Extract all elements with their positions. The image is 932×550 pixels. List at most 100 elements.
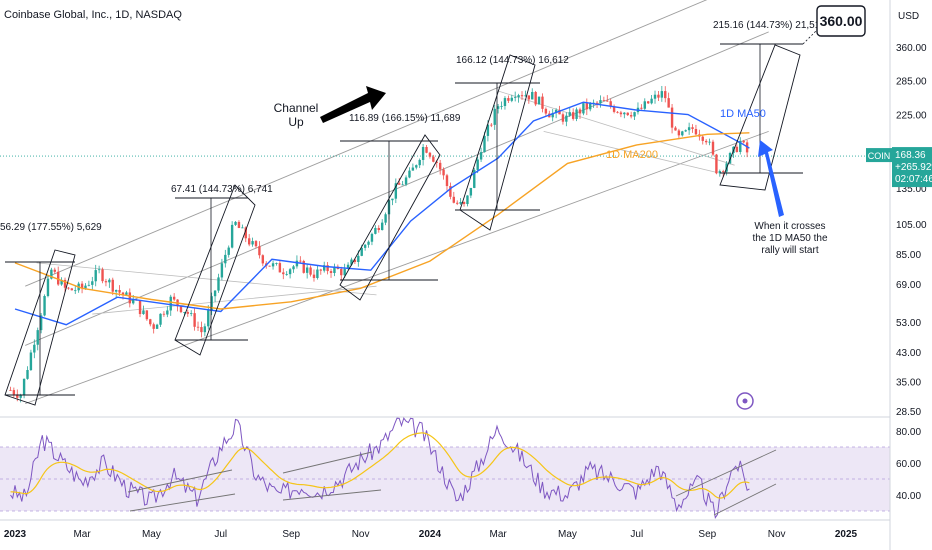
candle-body <box>299 260 302 262</box>
candle-body <box>50 269 53 279</box>
candle-body <box>357 255 360 262</box>
candle-body <box>527 95 531 100</box>
projection-rectangle <box>4 249 76 406</box>
candles <box>9 85 749 403</box>
measure-label: 166.12 (144.73%) 16,612 <box>456 55 569 66</box>
candle-body <box>602 100 606 101</box>
candle-body <box>70 288 74 291</box>
candle-body <box>108 279 111 283</box>
candle-body <box>16 394 19 398</box>
time-tick-label: Jul <box>630 529 643 540</box>
rsi-trendline <box>129 493 236 512</box>
candle-body <box>646 101 650 104</box>
candle-body <box>97 269 101 271</box>
candle-body <box>305 267 309 273</box>
price-badge[interactable] <box>892 147 932 188</box>
candle-body <box>425 146 428 153</box>
candle-body <box>432 156 435 162</box>
candle-body <box>145 310 149 320</box>
ma50-line <box>14 101 750 326</box>
candle-body <box>742 140 745 143</box>
candle-body <box>258 246 261 256</box>
time-tick-label: 2023 <box>4 529 27 540</box>
candle-body <box>606 100 609 102</box>
candle-body <box>278 263 282 273</box>
candle-body <box>398 183 401 185</box>
candle-body <box>500 105 503 107</box>
candle-body <box>56 271 60 285</box>
candle-body <box>435 161 438 163</box>
candle-body <box>554 109 558 114</box>
candle-body <box>94 270 97 282</box>
rsi-line <box>10 417 750 520</box>
candle-body <box>456 202 459 204</box>
projection-rectangle <box>339 134 441 301</box>
rsi-tick-label: 40.00 <box>896 491 921 502</box>
candle-body <box>121 292 125 295</box>
axes: 360.00285.00225.00175.00135.00105.0085.0… <box>4 43 932 540</box>
channel-up-arrow-icon <box>320 86 386 123</box>
price-tick-label: 285.00 <box>896 77 927 88</box>
candle-body <box>19 395 22 398</box>
candle-body <box>309 267 312 275</box>
candle-body <box>715 154 718 174</box>
channel-up-label: Up <box>288 115 304 129</box>
candle-body <box>585 103 589 110</box>
candle-body <box>207 310 210 327</box>
symbol-badge-text: COIN <box>868 151 891 161</box>
candle-body <box>118 290 121 293</box>
candle-body <box>200 327 203 333</box>
candle-body <box>428 152 432 157</box>
candle-body <box>565 115 568 122</box>
candle-body <box>46 278 50 297</box>
candle-body <box>404 177 408 185</box>
candle-body <box>486 124 490 136</box>
candle-body <box>589 103 592 110</box>
candle-body <box>183 312 186 313</box>
candle-body <box>326 265 329 272</box>
candle-body <box>739 140 742 152</box>
candle-body <box>520 95 524 97</box>
candle-body <box>421 146 425 160</box>
inner-channel-line <box>543 130 718 174</box>
candle-body <box>74 290 77 292</box>
candle-body <box>374 227 377 234</box>
candle-body <box>534 91 537 105</box>
candle-body <box>701 136 704 141</box>
candle-body <box>91 281 94 285</box>
candle-body <box>53 269 56 272</box>
candle-body <box>735 146 739 152</box>
candle-body <box>149 319 152 325</box>
candle-body <box>159 313 162 325</box>
rsi-panel <box>10 417 777 520</box>
candle-body <box>26 369 29 379</box>
candle-body <box>261 255 265 264</box>
time-tick-label: Sep <box>282 529 300 540</box>
measure-label: 67.41 (144.73%) 6,741 <box>171 184 273 195</box>
time-tick-label: Jul <box>214 529 227 540</box>
blue-arrow-icon <box>758 140 784 217</box>
candle-body <box>316 269 319 279</box>
rsi-trendline <box>127 469 233 493</box>
candle-body <box>473 169 476 188</box>
rsi-ma-line <box>10 432 750 499</box>
drawings: 56.29 (177.55%) 5,629 67.41 (144.73%) 6,7… <box>0 20 828 406</box>
target-box-value: 360.00 <box>820 13 863 29</box>
candle-body <box>551 113 554 118</box>
candle-body <box>254 241 258 247</box>
inner-channel-line <box>498 90 735 166</box>
candle-body <box>568 112 571 116</box>
candle-body <box>227 247 230 255</box>
candle-body <box>367 241 370 245</box>
time-tick-label: 2024 <box>419 529 442 540</box>
candle-body <box>438 162 442 170</box>
price-badge-change: +265.92% <box>895 162 932 173</box>
candle-body <box>292 266 295 270</box>
candle-body <box>708 141 711 143</box>
symbol-badge[interactable] <box>866 148 892 163</box>
candle-body <box>609 101 612 107</box>
target-box[interactable] <box>816 5 866 37</box>
price-tick-label: 225.00 <box>896 110 927 121</box>
candle-body <box>63 279 67 288</box>
